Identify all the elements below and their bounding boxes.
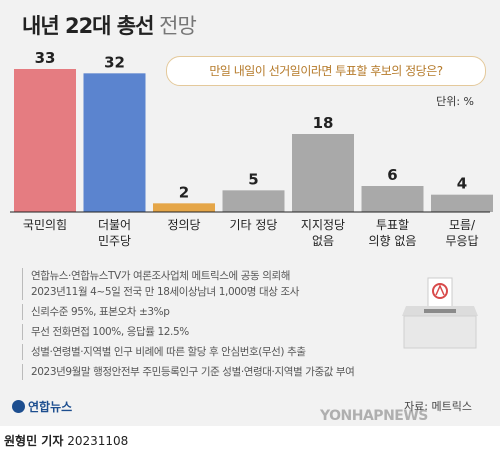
title-main: 내년 22대 총선 bbox=[22, 14, 154, 38]
category-label: 지지정당 bbox=[301, 218, 345, 232]
bar bbox=[14, 69, 76, 212]
data-label: 6 bbox=[387, 166, 397, 184]
survey-note: 신뢰수준 95%, 표본오차 ±3%p bbox=[22, 304, 402, 320]
bar bbox=[361, 186, 424, 212]
logo-text: 연합뉴스 bbox=[28, 400, 73, 414]
category-label: 없음 bbox=[312, 234, 334, 248]
question-bubble: 만일 내일이 선거일이라면 투표할 후보의 정당은? bbox=[166, 56, 486, 86]
survey-note: 성별·연령별·지역별 인구 비례에 따른 할당 후 안심번호(무선) 추출 bbox=[22, 344, 402, 360]
survey-note-line: 2023년9월말 행정안전부 주민등록인구 기준 성별·연령대·지역별 가중값 … bbox=[31, 366, 355, 378]
survey-note-line: 연합뉴스·연합뉴스TV가 여론조사업체 메트릭스에 공동 의뢰해 bbox=[31, 270, 290, 282]
byline-date: 20231108 bbox=[67, 434, 129, 448]
bar bbox=[153, 203, 215, 212]
survey-note: 무선 전화면접 100%, 응답률 12.5% bbox=[22, 324, 402, 340]
yonhap-logo: 연합뉴스 bbox=[12, 398, 72, 415]
source-label: 자료: 메트릭스 bbox=[404, 400, 472, 413]
watermark: YONHAPNEWS bbox=[320, 408, 428, 424]
bar bbox=[431, 194, 493, 212]
data-label: 33 bbox=[35, 49, 56, 67]
category-label: 더불어 bbox=[98, 218, 131, 232]
data-label: 4 bbox=[457, 175, 467, 193]
category-label: 국민의힘 bbox=[23, 218, 67, 232]
bar bbox=[222, 190, 285, 212]
category-label: 민주당 bbox=[98, 234, 131, 248]
unit-label: 단위: % bbox=[436, 95, 474, 108]
byline: 원형민 기자 20231108 bbox=[4, 432, 128, 449]
byline-author: 원형민 기자 bbox=[4, 434, 64, 448]
category-label: 무응답 bbox=[445, 234, 478, 248]
bar bbox=[292, 134, 354, 212]
category-label: 투표할 bbox=[376, 218, 409, 232]
survey-note-line: 신뢰수준 95%, 표본오차 ±3%p bbox=[31, 306, 170, 318]
category-label: 모름/ bbox=[449, 218, 476, 232]
data-label: 32 bbox=[104, 53, 125, 71]
category-label: 의향 없음 bbox=[369, 234, 417, 248]
logo-mark-icon bbox=[12, 400, 25, 413]
survey-note: 2023년9월말 행정안전부 주민등록인구 기준 성별·연령대·지역별 가중값 … bbox=[22, 364, 402, 380]
ballot-box-icon bbox=[402, 277, 478, 349]
survey-notes: 연합뉴스·연합뉴스TV가 여론조사업체 메트릭스에 공동 의뢰해 2023년11월… bbox=[22, 268, 402, 380]
data-label: 5 bbox=[248, 170, 258, 188]
survey-note-line: 성별·연령별·지역별 인구 비례에 따른 할당 후 안심번호(무선) 추출 bbox=[31, 346, 306, 358]
page-title: 내년 22대 총선 전망 bbox=[22, 10, 197, 40]
category-label: 기타 정당 bbox=[230, 218, 278, 232]
category-label: 정의당 bbox=[167, 218, 200, 232]
bar bbox=[83, 73, 146, 212]
title-sub: 전망 bbox=[159, 14, 197, 38]
survey-note-line: 무선 전화면접 100%, 응답률 12.5% bbox=[31, 326, 189, 338]
data-label: 2 bbox=[179, 183, 189, 201]
survey-note-line: 2023년11월 4~5일 전국 만 18세이상남녀 1,000명 대상 조사 bbox=[31, 286, 299, 298]
data-label: 18 bbox=[313, 114, 334, 132]
survey-note: 연합뉴스·연합뉴스TV가 여론조사업체 메트릭스에 공동 의뢰해 2023년11월… bbox=[22, 268, 402, 300]
